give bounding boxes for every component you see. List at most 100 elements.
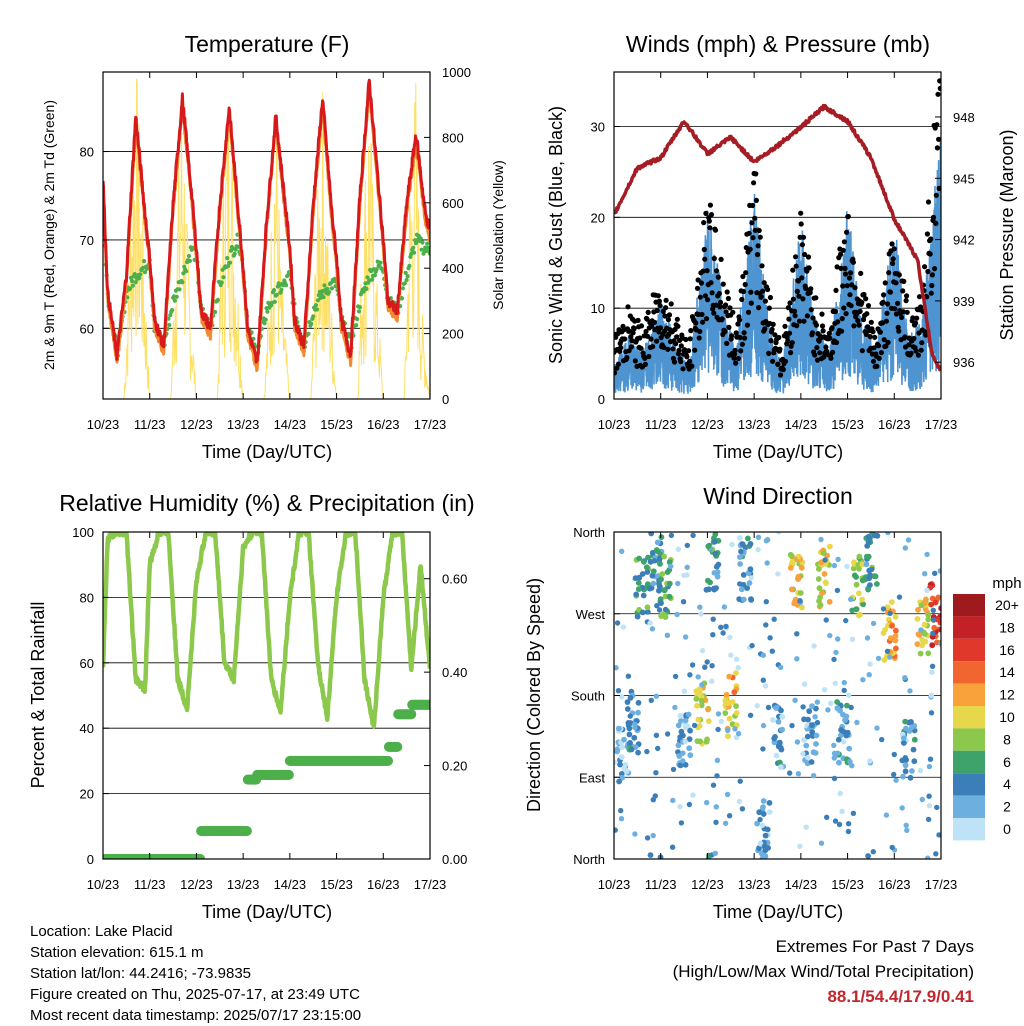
gust-point xyxy=(874,363,880,369)
direction-point xyxy=(845,828,852,835)
gust-point xyxy=(708,280,714,286)
direction-point xyxy=(760,804,766,810)
humidity-xtick-label: 15/23 xyxy=(320,877,353,892)
gust-point xyxy=(863,296,869,302)
gust-point xyxy=(915,352,922,358)
gust-point xyxy=(712,227,719,233)
dewpoint-point xyxy=(132,272,137,277)
direction-point xyxy=(616,778,622,785)
precip-point xyxy=(392,741,403,752)
gust-point xyxy=(748,300,754,306)
direction-point xyxy=(775,571,781,577)
temperature-xlabel: Time (Day/UTC) xyxy=(202,442,332,462)
direction-point xyxy=(869,566,875,573)
direction-point xyxy=(859,561,866,568)
gust-point xyxy=(821,354,827,360)
legend-swatch xyxy=(953,638,985,662)
direction-point xyxy=(643,564,650,571)
direction-point xyxy=(889,623,895,629)
humidity-xtick-label: 12/23 xyxy=(180,877,213,892)
direction-point xyxy=(773,705,779,711)
direction-point xyxy=(866,672,872,678)
direction-point xyxy=(687,752,694,759)
direction-point xyxy=(760,677,766,683)
gust-point xyxy=(738,348,744,354)
direction-point xyxy=(801,681,808,687)
gust-point xyxy=(790,267,796,273)
gust-point xyxy=(757,234,763,240)
gust-point xyxy=(804,313,811,319)
gust-point xyxy=(935,91,941,97)
gust-point xyxy=(799,242,806,248)
direction-point xyxy=(614,827,618,833)
direction-point xyxy=(766,809,773,815)
temp2m-series xyxy=(103,78,430,364)
gust-point xyxy=(724,340,730,346)
direction-point xyxy=(645,554,651,561)
wind-series xyxy=(614,141,941,394)
gust-point xyxy=(650,343,656,350)
direction-xtick-label: 10/23 xyxy=(598,877,631,892)
direction-point xyxy=(905,537,912,543)
gust-point xyxy=(837,251,844,257)
direction-point xyxy=(831,562,838,569)
temperature-xtick-label: 16/23 xyxy=(367,417,400,432)
direction-xtick-label: 16/23 xyxy=(878,877,911,892)
humidity-series xyxy=(103,532,430,729)
gust-point xyxy=(842,271,849,277)
gust-point xyxy=(827,335,833,341)
gust-point xyxy=(642,361,649,367)
temperature-ylabel-left: 2m & 9m T (Red, Orange) & 2m Td (Green) xyxy=(41,100,57,370)
gust-point xyxy=(790,296,797,302)
direction-point xyxy=(705,706,711,713)
gust-point xyxy=(745,309,752,315)
direction-point xyxy=(911,736,918,743)
direction-point xyxy=(675,722,682,729)
direction-point xyxy=(909,724,915,731)
gust-point xyxy=(770,358,776,364)
dewpoint-point xyxy=(186,253,192,259)
legend-swatch xyxy=(953,818,985,841)
direction-point xyxy=(846,692,852,699)
direction-point xyxy=(658,600,664,606)
gust-point xyxy=(800,296,806,302)
gust-point xyxy=(769,326,775,332)
direction-point xyxy=(662,606,669,613)
dewpoint-point xyxy=(233,247,238,252)
direction-point xyxy=(903,822,909,828)
legend-swatch xyxy=(953,616,985,639)
direction-point xyxy=(899,805,905,811)
gust-point xyxy=(893,311,900,317)
gust-point xyxy=(899,314,905,320)
direction-point xyxy=(930,617,937,623)
direction-point xyxy=(697,604,703,610)
gust-point xyxy=(934,145,941,151)
direction-point xyxy=(694,702,700,709)
gust-point xyxy=(630,330,636,336)
direction-point xyxy=(777,664,784,671)
direction-point xyxy=(711,585,717,591)
direction-point xyxy=(682,738,688,745)
direction-point xyxy=(649,626,656,632)
direction-point xyxy=(935,616,941,623)
direction-ytick-label: West xyxy=(576,607,606,622)
direction-point xyxy=(669,844,676,850)
direction-point xyxy=(928,601,935,608)
gust-point xyxy=(707,202,714,208)
direction-point xyxy=(712,850,718,856)
direction-point xyxy=(625,673,632,679)
legend-label: 2 xyxy=(1003,799,1011,815)
winds-ylabel-left: Sonic Wind & Gust (Blue, Black) xyxy=(546,106,566,364)
direction-point xyxy=(635,699,642,706)
gust-point xyxy=(936,136,941,142)
direction-point xyxy=(833,649,839,656)
direction-point xyxy=(747,541,754,547)
direction-point xyxy=(749,642,755,649)
gust-point xyxy=(794,288,800,294)
direction-ytick-label: South xyxy=(571,689,605,704)
gust-point xyxy=(746,230,752,236)
gust-point xyxy=(632,358,638,364)
direction-xtick-label: 12/23 xyxy=(691,877,724,892)
direction-point xyxy=(867,582,873,588)
direction-point xyxy=(714,573,721,580)
